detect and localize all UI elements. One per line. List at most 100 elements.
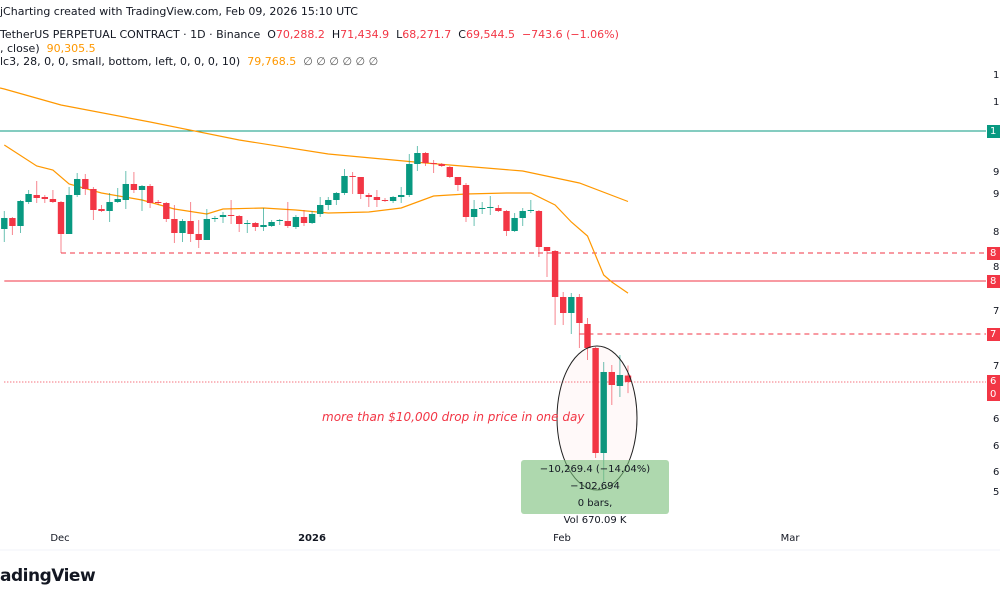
candle-body bbox=[535, 210, 543, 247]
candle-body bbox=[171, 218, 178, 233]
candle-body bbox=[527, 209, 534, 211]
candle-body bbox=[592, 347, 599, 453]
candle bbox=[584, 317, 591, 360]
candle-body bbox=[98, 208, 105, 211]
candle-body bbox=[624, 375, 632, 382]
candle bbox=[333, 191, 340, 205]
indicator-2-legend[interactable]: lc3, 28, 0, 0, small, bottom, left, 0, 0… bbox=[0, 55, 378, 68]
candle bbox=[130, 171, 138, 193]
indicator-1-legend[interactable]: , close) 90,305.5 bbox=[0, 42, 96, 55]
candle-body bbox=[57, 201, 65, 234]
price-tick: 6 bbox=[993, 414, 1000, 425]
candle-body bbox=[211, 217, 219, 219]
price-tick: 8 bbox=[993, 262, 1000, 273]
candle bbox=[381, 197, 389, 202]
last-price-text: 6 bbox=[990, 376, 997, 387]
candle bbox=[90, 186, 97, 220]
candle bbox=[568, 292, 575, 334]
candle bbox=[244, 219, 251, 233]
candle bbox=[57, 200, 65, 253]
candle-body bbox=[365, 194, 372, 197]
high-label: H bbox=[331, 28, 341, 41]
candle-body bbox=[576, 296, 583, 323]
candle-body bbox=[65, 194, 73, 234]
candle-body bbox=[357, 176, 364, 194]
candle-body bbox=[495, 207, 502, 211]
candle-body bbox=[106, 201, 113, 211]
candle-body bbox=[333, 192, 340, 200]
candle-body bbox=[487, 206, 494, 208]
price-tick: 9 bbox=[993, 167, 1000, 178]
candle bbox=[211, 215, 219, 222]
candle-body bbox=[454, 176, 462, 185]
candle-body bbox=[600, 371, 607, 453]
candle-body bbox=[608, 371, 615, 385]
candle-body bbox=[300, 216, 308, 223]
candle-body bbox=[41, 196, 48, 199]
candle-body bbox=[17, 200, 24, 226]
candle-body bbox=[74, 178, 81, 195]
candle-body bbox=[252, 222, 259, 227]
candle-body bbox=[389, 196, 397, 201]
level-price-label: 7 bbox=[987, 328, 1000, 341]
candle-body bbox=[130, 183, 138, 190]
candle bbox=[219, 211, 227, 223]
indicator-2-value: 79,768.5 bbox=[247, 55, 297, 68]
low-value: 68,271.7 bbox=[402, 28, 452, 41]
candle-body bbox=[1, 217, 8, 229]
candle bbox=[98, 204, 105, 212]
candle bbox=[122, 170, 129, 209]
price-tick: 7 bbox=[993, 306, 1000, 317]
candle bbox=[487, 195, 494, 215]
candle-body bbox=[381, 199, 389, 201]
price-tick: 7 bbox=[993, 361, 1000, 372]
price-tick: 9 bbox=[993, 189, 1000, 200]
candle bbox=[317, 196, 324, 217]
candle-body bbox=[203, 218, 210, 240]
symbol-name[interactable]: TetherUS PERPETUAL CONTRACT · 1D · Binan… bbox=[0, 28, 261, 41]
indicator-1-value: 90,305.5 bbox=[46, 42, 96, 55]
candle bbox=[203, 208, 210, 240]
candle-body bbox=[138, 185, 146, 190]
candle-body bbox=[122, 183, 129, 200]
candle bbox=[560, 291, 567, 325]
open-value: 70,288.2 bbox=[275, 28, 325, 41]
tradingview-logo[interactable]: adingView bbox=[0, 566, 96, 586]
price-tick: 8 bbox=[993, 227, 1000, 238]
candle-body bbox=[163, 202, 170, 219]
candle bbox=[576, 293, 583, 348]
candle bbox=[341, 168, 348, 195]
candle bbox=[543, 246, 551, 277]
candle-body bbox=[430, 162, 437, 164]
measure-change: −10,269.4 (−14.04%) −102,694 bbox=[539, 464, 651, 492]
candle-body bbox=[25, 193, 32, 202]
candle bbox=[155, 199, 162, 205]
candle bbox=[365, 192, 372, 207]
candle-body bbox=[349, 175, 356, 177]
candle bbox=[616, 354, 624, 397]
candle bbox=[325, 196, 332, 210]
candle bbox=[389, 195, 397, 203]
candle bbox=[171, 204, 178, 243]
candle-body bbox=[398, 194, 405, 197]
candle bbox=[349, 171, 356, 194]
candle bbox=[252, 221, 259, 231]
candle-body bbox=[155, 201, 162, 203]
candle bbox=[195, 219, 202, 248]
candle bbox=[608, 364, 615, 405]
high-value: 71,434.9 bbox=[340, 28, 390, 41]
close-label: C bbox=[458, 28, 466, 41]
candle-body bbox=[268, 221, 275, 226]
price-tick: 1 bbox=[993, 97, 1000, 108]
candle-body bbox=[422, 152, 429, 163]
candle-body bbox=[146, 185, 154, 203]
price-chart[interactable] bbox=[0, 0, 1000, 560]
countdown-text: 0 bbox=[990, 389, 997, 400]
candle bbox=[260, 207, 267, 231]
chart-credit: jCharting created with TradingView.com, … bbox=[0, 5, 358, 18]
candle-body bbox=[543, 246, 551, 251]
candle-body bbox=[114, 198, 121, 202]
candle bbox=[308, 210, 316, 224]
candle-body bbox=[462, 184, 470, 217]
candle-body bbox=[551, 250, 559, 297]
